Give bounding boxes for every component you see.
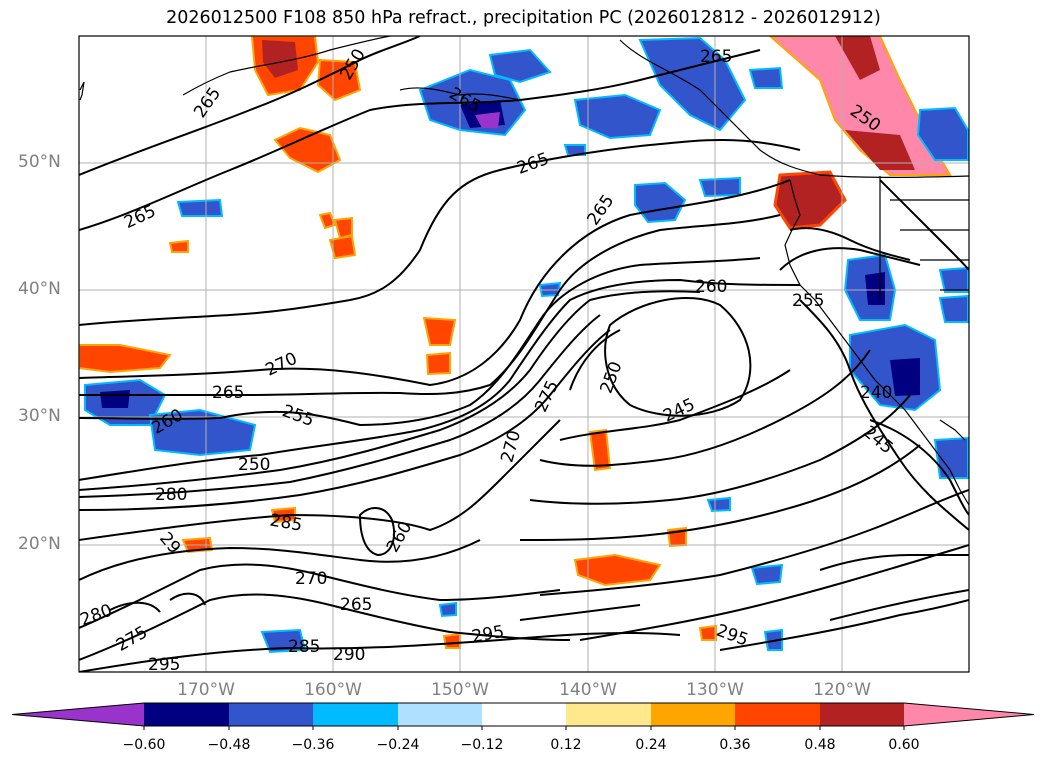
colorbar-segment bbox=[651, 703, 735, 726]
colorbar-extend-high bbox=[904, 703, 1034, 726]
colorbar-segment bbox=[566, 703, 651, 726]
colorbar-segment bbox=[398, 703, 482, 726]
colorbar-tick-label: 0.60 bbox=[888, 737, 920, 753]
lat-label-20n: 20°N bbox=[18, 534, 61, 554]
colorbar-tick-label: 0.24 bbox=[635, 737, 667, 753]
colorbar-segment bbox=[313, 703, 398, 726]
lon-label-170w: 170°W bbox=[177, 680, 235, 700]
colorbar-segment bbox=[820, 703, 904, 726]
map-title: 2026012500 F108 850 hPa refract., precip… bbox=[166, 8, 881, 28]
colorbar-tick-label: 0.12 bbox=[550, 737, 582, 753]
lon-label-150w: 150°W bbox=[431, 680, 489, 700]
refractivity-contours bbox=[79, 36, 969, 672]
colorbar-tick-label: −0.48 bbox=[207, 737, 251, 753]
lon-label-130w: 130°W bbox=[686, 680, 744, 700]
colorbar-tick-label: 0.48 bbox=[804, 737, 836, 753]
colorbar-segment bbox=[229, 703, 313, 726]
lon-label-160w: 160°W bbox=[304, 680, 362, 700]
colorbar-segment bbox=[482, 703, 566, 726]
colorbar-tick-label: −0.24 bbox=[376, 737, 420, 753]
lon-label-120w: 120°W bbox=[813, 680, 871, 700]
colorbar-segments bbox=[11, 702, 1035, 727]
coastlines bbox=[79, 36, 969, 506]
colorbar-tick-label: −0.12 bbox=[460, 737, 504, 753]
colorbar-extend-low bbox=[12, 703, 144, 726]
colorbar-segment bbox=[735, 703, 820, 726]
map-frame bbox=[78, 35, 970, 673]
lat-label-30n: 30°N bbox=[18, 406, 61, 426]
colorbar-tick-marks bbox=[143, 726, 905, 730]
colorbar-tick-label: −0.36 bbox=[291, 737, 335, 753]
precip-positive-areas bbox=[79, 36, 952, 649]
lat-label-50n: 50°N bbox=[18, 152, 61, 172]
colorbar-tick-label: −0.60 bbox=[122, 737, 166, 753]
colorbar-segment bbox=[144, 703, 229, 726]
lon-label-140w: 140°W bbox=[559, 680, 617, 700]
colorbar-tick-label: 0.36 bbox=[719, 737, 751, 753]
lat-label-40n: 40°N bbox=[18, 279, 61, 299]
